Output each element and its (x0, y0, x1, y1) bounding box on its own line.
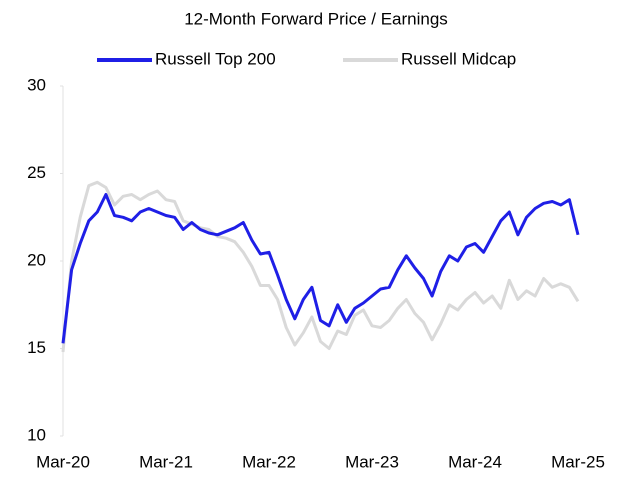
x-tick-label: Mar-25 (551, 452, 605, 471)
x-tick-label: Mar-22 (242, 452, 296, 471)
x-tick-label: Mar-23 (345, 452, 399, 471)
y-tick-label: 10 (27, 425, 46, 444)
x-tick-label: Mar-21 (139, 452, 193, 471)
series-line (61, 180, 580, 353)
x-tick-label: Mar-24 (448, 452, 502, 471)
legend-label: Russell Top 200 (155, 49, 276, 68)
y-tick-label: 25 (27, 163, 46, 182)
y-tick-label: 20 (27, 250, 46, 269)
y-tick-label: 30 (27, 75, 46, 94)
x-tick-label: Mar-20 (36, 452, 90, 471)
y-tick-label: 15 (27, 338, 46, 357)
chart-title: 12-Month Forward Price / Earnings (184, 9, 448, 28)
series-line (61, 193, 580, 344)
legend-label: Russell Midcap (401, 49, 516, 68)
